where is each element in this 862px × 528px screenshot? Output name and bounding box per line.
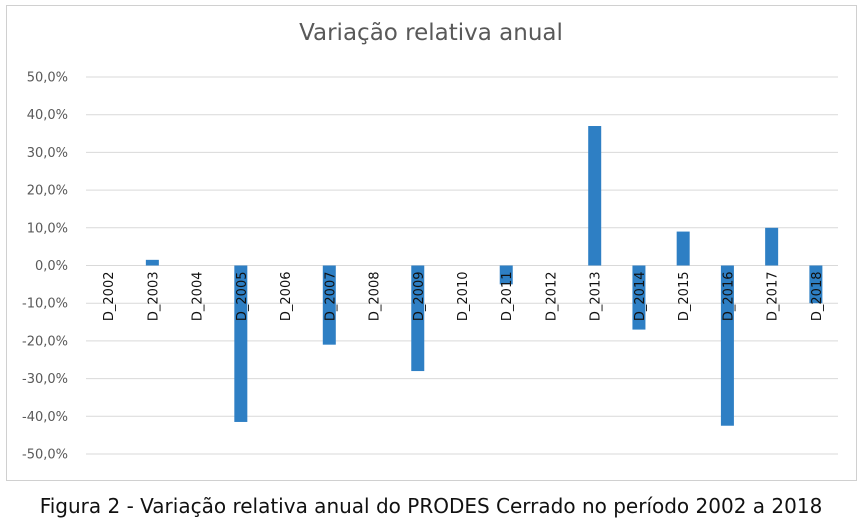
x-category-label: D_2012 — [544, 272, 559, 322]
y-tick-label: 20,0% — [27, 184, 68, 199]
y-tick-label: 10,0% — [27, 221, 68, 236]
bar-D_2014 — [632, 265, 646, 330]
y-tick-label: 0,0% — [35, 259, 68, 274]
bar-D_2011 — [499, 265, 513, 285]
x-category-label: D_2015 — [677, 272, 692, 322]
bar-chart: 50,0% 40,0% 30,0% 20,0% 10,0% 0,0% -10,0% -20,0… — [22, 71, 838, 463]
gridlines — [86, 76, 838, 455]
bars — [145, 126, 823, 426]
x-category-label: D_2002 — [102, 272, 117, 322]
y-tick-label: -30,0% — [22, 372, 68, 387]
x-category-label: D_2005 — [235, 272, 250, 322]
x-category-label: D_2010 — [456, 272, 471, 322]
x-category-label: D_2003 — [146, 272, 161, 322]
x-category-label: D_2008 — [368, 272, 383, 322]
chart-title: Variação relativa anual — [299, 20, 563, 46]
bar-D_2009 — [411, 265, 425, 372]
x-category-label: D_2004 — [191, 272, 206, 322]
bar-D_2007 — [322, 265, 336, 345]
y-tick-label: -50,0% — [22, 448, 68, 463]
bar-D_2018 — [809, 265, 823, 304]
y-tick-label: 40,0% — [27, 108, 68, 123]
y-tick-label: -40,0% — [22, 410, 68, 425]
bar-D_2017 — [765, 227, 779, 266]
y-tick-label: -20,0% — [22, 334, 68, 349]
x-axis-categories: D_2002 D_2003 D_2004 D_2005 D_2006 D_2007 D_20… — [102, 272, 825, 322]
y-tick-label: 30,0% — [27, 146, 68, 161]
bar-D_2015 — [676, 231, 690, 266]
x-category-label: D_2007 — [323, 272, 338, 322]
y-axis-ticks: 50,0% 40,0% 30,0% 20,0% 10,0% 0,0% -10,0% -20,0… — [22, 71, 68, 463]
chart-frame — [6, 5, 857, 481]
x-category-label: D_2006 — [279, 272, 294, 322]
x-category-label: D_2009 — [412, 272, 427, 322]
x-category-label: D_2014 — [633, 272, 648, 322]
bar-D_2003 — [145, 259, 159, 266]
x-category-label: D_2018 — [810, 272, 825, 322]
x-category-label: D_2013 — [589, 272, 604, 322]
x-category-label: D_2016 — [721, 272, 736, 322]
bar-D_2016 — [720, 265, 734, 426]
figure-caption: Figura 2 - Variação relativa anual do PR… — [39, 494, 823, 518]
y-tick-label: 50,0% — [27, 71, 68, 86]
bar-D_2013 — [588, 126, 602, 266]
y-tick-label: -10,0% — [22, 297, 68, 312]
x-category-label: D_2017 — [766, 272, 781, 322]
bar-D_2005 — [234, 265, 248, 422]
x-category-label: D_2011 — [500, 272, 515, 322]
